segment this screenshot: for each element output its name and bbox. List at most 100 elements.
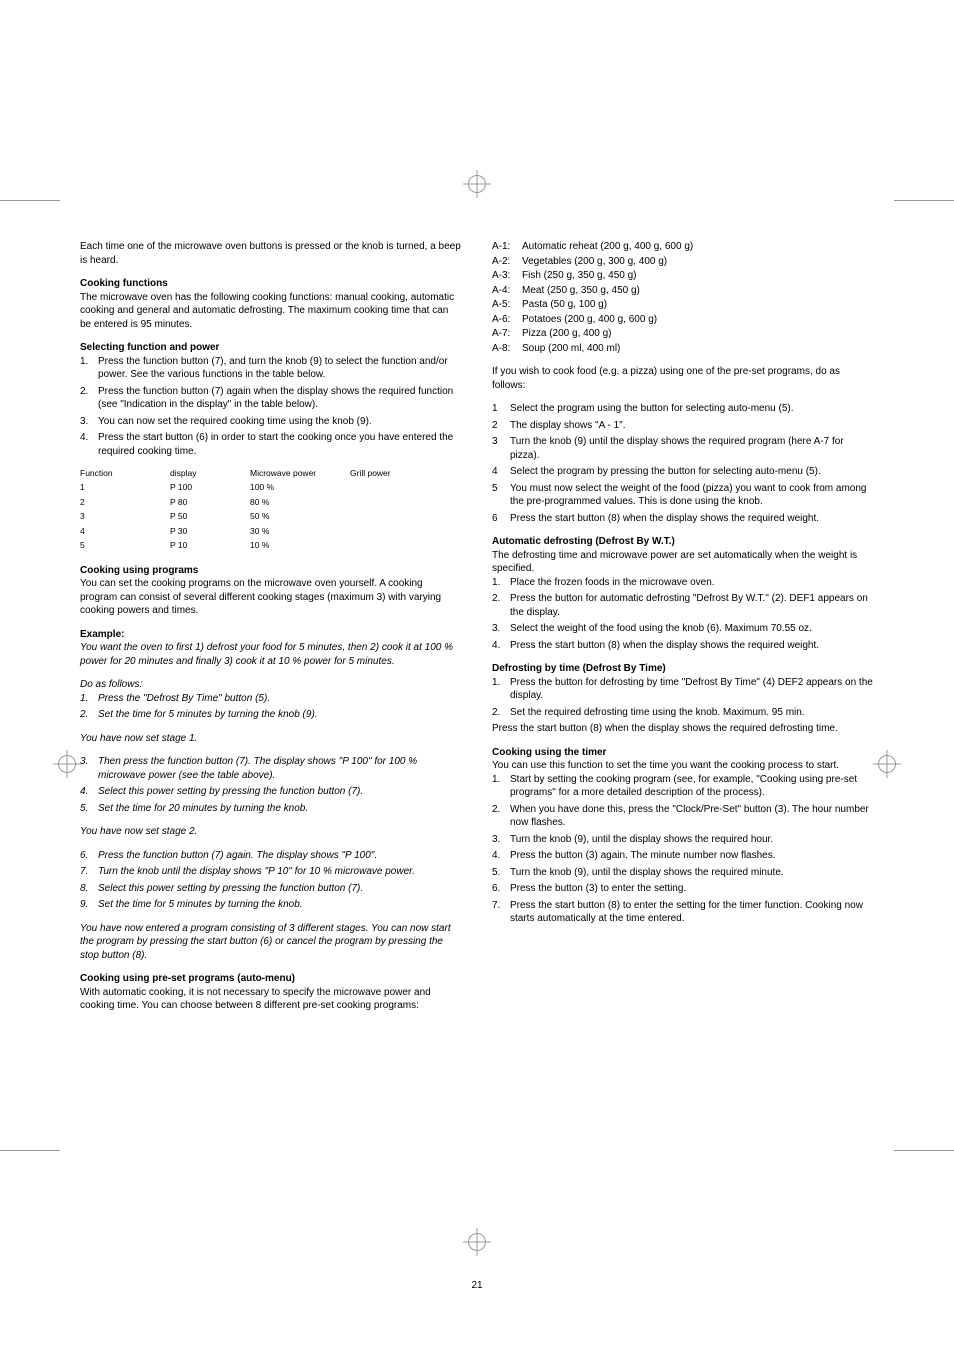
- cooking-functions-heading: Cooking functions: [80, 277, 462, 291]
- list-text: Press the button for defrosting by time …: [510, 676, 874, 703]
- auto-defrost-heading: Automatic defrosting (Defrost By W.T.): [492, 535, 874, 549]
- list-num: 2.: [492, 803, 510, 830]
- page-number: 21: [0, 1280, 954, 1291]
- stage1-list: 1.Press the "Defrost By Time" button (5)…: [80, 692, 462, 722]
- pizza-intro: If you wish to cook food (e.g. a pizza) …: [492, 365, 874, 392]
- stage2-list: 3.Then press the function button (7). Th…: [80, 755, 462, 815]
- table-row: 4P 3030 %: [80, 526, 462, 537]
- list-num: 9.: [80, 898, 98, 912]
- list-text: Select this power setting by pressing th…: [98, 785, 462, 799]
- stage1-done: You have now set stage 1.: [80, 732, 462, 746]
- list-text: Press the function button (7) again when…: [98, 385, 462, 412]
- table-row: 1P 100100 %: [80, 482, 462, 493]
- crop-mark: [894, 1150, 954, 1151]
- crop-mark: [0, 200, 60, 201]
- auto-menu-list: A-1:Automatic reheat (200 g, 400 g, 600 …: [492, 240, 874, 355]
- stage3-list: 6.Press the function button (7) again. T…: [80, 849, 462, 912]
- table-row: 5P 1010 %: [80, 540, 462, 551]
- example-heading: Example:: [80, 628, 462, 642]
- right-column: A-1:Automatic reheat (200 g, 400 g, 600 …: [492, 240, 874, 1023]
- list-num: 8.: [80, 882, 98, 896]
- registration-mark: [468, 1233, 486, 1251]
- list-text: You must now select the weight of the fo…: [510, 482, 874, 509]
- list-text: Press the start button (6) in order to s…: [98, 431, 462, 458]
- th: Microwave power: [250, 468, 350, 479]
- cooking-functions-text: The microwave oven has the following coo…: [80, 291, 462, 332]
- crop-mark: [0, 1150, 60, 1151]
- list-num: 1.: [80, 355, 98, 382]
- registration-mark: [878, 755, 896, 773]
- do-as-follows: Do as follows:: [80, 678, 462, 692]
- list-num: 6: [492, 512, 510, 526]
- th: Grill power: [350, 468, 430, 479]
- list-num: 1: [492, 402, 510, 416]
- timer-text: You can use this function to set the tim…: [492, 759, 874, 773]
- time-defrost-heading: Defrosting by time (Defrost By Time): [492, 662, 874, 676]
- list-text: Turn the knob until the display shows "P…: [98, 865, 462, 879]
- list-num: 1.: [492, 576, 510, 590]
- registration-mark: [58, 755, 76, 773]
- list-text: The display shows "A - 1".: [510, 419, 874, 433]
- list-text: Place the frozen foods in the microwave …: [510, 576, 874, 590]
- list-text: Press the start button (8) when the disp…: [510, 639, 874, 653]
- auto-defrost-text: The defrosting time and microwave power …: [492, 549, 874, 576]
- list-num: 3.: [80, 415, 98, 429]
- list-text: Select the program using the button for …: [510, 402, 874, 416]
- registration-mark: [468, 175, 486, 193]
- time-defrost-after: Press the start button (8) when the disp…: [492, 722, 874, 736]
- list-num: 2.: [80, 708, 98, 722]
- intro-text: Each time one of the microwave oven butt…: [80, 240, 462, 267]
- list-text: Turn the knob (9), until the display sho…: [510, 866, 874, 880]
- list-num: 2: [492, 419, 510, 433]
- table-row: 2P 8080 %: [80, 497, 462, 508]
- timer-heading: Cooking using the timer: [492, 746, 874, 760]
- list-num: 7.: [80, 865, 98, 879]
- crop-mark: [894, 200, 954, 201]
- example-text: You want the oven to first 1) defrost yo…: [80, 641, 462, 668]
- list-num: 2.: [492, 706, 510, 720]
- th: display: [170, 468, 250, 479]
- programs-text: You can set the cooking programs on the …: [80, 577, 462, 618]
- list-text: Press the button (3) again. The minute n…: [510, 849, 874, 863]
- list-num: 6.: [80, 849, 98, 863]
- programs-heading: Cooking using programs: [80, 564, 462, 578]
- list-text: Press the button (3) to enter the settin…: [510, 882, 874, 896]
- selecting-heading: Selecting function and power: [80, 341, 462, 355]
- stage2-done: You have now set stage 2.: [80, 825, 462, 839]
- stage3-done: You have now entered a program consistin…: [80, 922, 462, 963]
- list-text: You can now set the required cooking tim…: [98, 415, 462, 429]
- list-num: 2.: [80, 385, 98, 412]
- list-text: Press the start button (8) when the disp…: [510, 512, 874, 526]
- list-num: 5.: [492, 866, 510, 880]
- list-num: 3: [492, 435, 510, 462]
- list-text: Press the function button (7) again. The…: [98, 849, 462, 863]
- list-num: 1.: [492, 773, 510, 800]
- preset-text: With automatic cooking, it is not necess…: [80, 986, 462, 1013]
- list-num: 4.: [80, 785, 98, 799]
- th: Function: [80, 468, 170, 479]
- list-text: Turn the knob (9) until the display show…: [510, 435, 874, 462]
- list-text: Press the "Defrost By Time" button (5).: [98, 692, 462, 706]
- list-text: Start by setting the cooking program (se…: [510, 773, 874, 800]
- list-text: Press the function button (7), and turn …: [98, 355, 462, 382]
- list-text: Set the required defrosting time using t…: [510, 706, 874, 720]
- list-text: Then press the function button (7). The …: [98, 755, 462, 782]
- list-num: 4.: [492, 849, 510, 863]
- list-text: Set the time for 5 minutes by turning th…: [98, 708, 462, 722]
- list-num: 4: [492, 465, 510, 479]
- list-text: Select this power setting by pressing th…: [98, 882, 462, 896]
- list-num: 7.: [492, 899, 510, 926]
- selecting-list: 1.Press the function button (7), and tur…: [80, 355, 462, 459]
- list-text: When you have done this, press the "Cloc…: [510, 803, 874, 830]
- left-column: Each time one of the microwave oven butt…: [80, 240, 462, 1023]
- list-num: 3.: [492, 622, 510, 636]
- timer-list: 1.Start by setting the cooking program (…: [492, 773, 874, 926]
- list-text: Press the button for automatic defrostin…: [510, 592, 874, 619]
- list-num: 5.: [80, 802, 98, 816]
- list-text: Set the time for 20 minutes by turning t…: [98, 802, 462, 816]
- list-num: 5: [492, 482, 510, 509]
- list-num: 1.: [492, 676, 510, 703]
- power-table: Function display Microwave power Grill p…: [80, 468, 462, 552]
- list-num: 2.: [492, 592, 510, 619]
- table-header-row: Function display Microwave power Grill p…: [80, 468, 462, 479]
